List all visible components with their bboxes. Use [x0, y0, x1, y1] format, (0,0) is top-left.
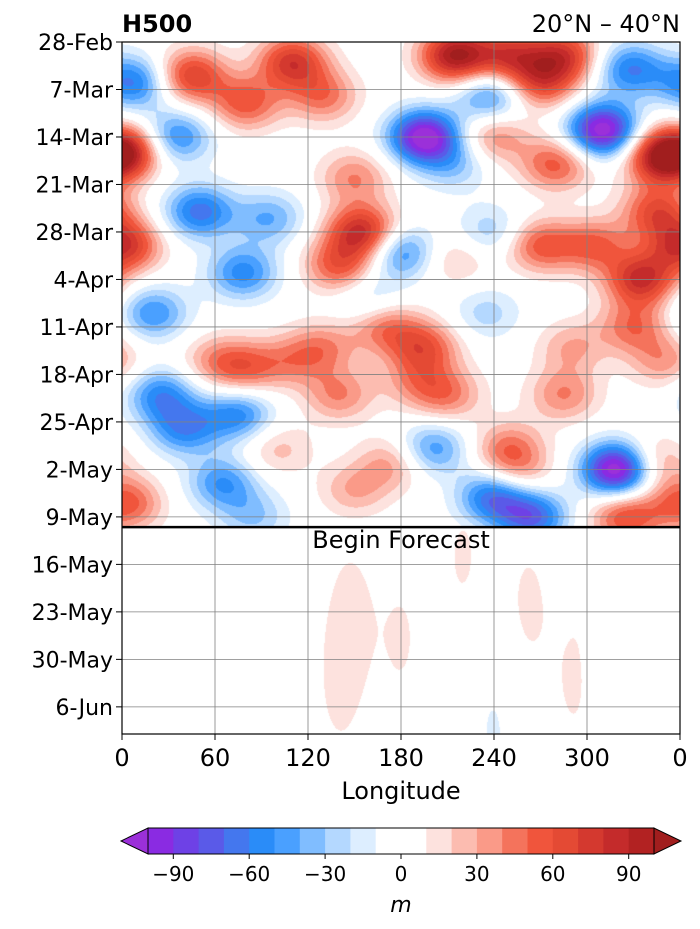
- forecast-marker: Begin Forecast: [122, 525, 680, 554]
- y-tick-label-1: 7-Mar: [50, 78, 114, 103]
- colorbar-segment-17: [578, 828, 604, 854]
- colorbar-segment-0: [148, 828, 174, 854]
- y-tick-label-5: 4-Apr: [53, 268, 113, 293]
- y-tick-label-4: 28-Mar: [36, 221, 114, 246]
- y-axis: 28-Feb 7-Mar 14-Mar 21-Mar 28-Mar 4-Apr 11-Apr…: [32, 31, 122, 721]
- y-tick-label-11: 16-May: [32, 553, 113, 578]
- colorbar-segment-18: [603, 828, 630, 854]
- x-tick-label-5: 300: [564, 744, 610, 772]
- y-tick-label-8: 25-Apr: [39, 411, 113, 436]
- chart-title: H500: [122, 10, 192, 38]
- colorbar-tick-label-0: −90: [152, 862, 194, 886]
- begin-forecast-label: Begin Forecast: [312, 526, 490, 554]
- colorbar-segment-3: [223, 828, 250, 854]
- colorbar-tick-label-2: −30: [304, 862, 346, 886]
- colorbar-segment-2: [198, 828, 225, 854]
- y-tick-label-12: 23-May: [32, 601, 113, 626]
- colorbar-tick-label-3: 0: [395, 862, 408, 886]
- colorbar-segment-1: [173, 828, 200, 854]
- latitude-band-label: 20°N – 40°N: [532, 10, 680, 38]
- colorbar-segment-7: [325, 828, 351, 854]
- x-tick-label-6: 0: [672, 744, 687, 772]
- colorbar-segment-5: [274, 828, 301, 854]
- colorbar-segment-8: [350, 828, 377, 854]
- y-tick-label-3: 21-Mar: [36, 173, 114, 198]
- x-tick-label-4: 240: [471, 744, 517, 772]
- x-tick-label-3: 180: [378, 744, 424, 772]
- colorbar-tick-label-5: 60: [540, 862, 565, 886]
- colorbar: −90 −60 −30 0 30 60 90: [119, 827, 683, 886]
- colorbar-segment-14: [502, 828, 528, 854]
- colorbar-segment-4: [249, 828, 275, 854]
- y-tick-label-0: 28-Feb: [38, 31, 113, 56]
- colorbar-segment-19: [628, 828, 655, 854]
- y-tick-label-10: 9-May: [46, 506, 113, 531]
- colorbar-segment-10: [401, 828, 427, 854]
- y-tick-label-13: 30-May: [32, 648, 113, 673]
- x-tick-label-2: 120: [285, 744, 331, 772]
- colorbar-segment-13: [476, 828, 503, 854]
- colorbar-segment-11: [426, 828, 453, 854]
- colorbar-tick-label-6: 90: [616, 862, 641, 886]
- y-tick-label-9: 2-May: [46, 458, 113, 483]
- x-axis-label: Longitude: [341, 777, 460, 805]
- y-tick-label-2: 14-Mar: [36, 126, 114, 151]
- colorbar-segment-16: [552, 828, 579, 854]
- y-tick-label-14: 6-Jun: [55, 696, 113, 721]
- colorbar-segment-12: [451, 828, 478, 854]
- x-axis: 0 60 120 180 240 300 0: [114, 734, 688, 772]
- colorbar-tick-label-1: −60: [228, 862, 270, 886]
- colorbar-segment-6: [299, 828, 326, 854]
- y-tick-label-7: 18-Apr: [39, 363, 113, 388]
- x-tick-label-1: 60: [200, 744, 231, 772]
- x-tick-label-0: 0: [114, 744, 129, 772]
- y-tick-label-6: 11-Apr: [39, 316, 113, 341]
- colorbar-tick-label-4: 30: [464, 862, 489, 886]
- colorbar-segment-15: [527, 828, 554, 854]
- colorbar-unit-label: m: [390, 893, 411, 918]
- colorbar-segment-9: [375, 828, 402, 854]
